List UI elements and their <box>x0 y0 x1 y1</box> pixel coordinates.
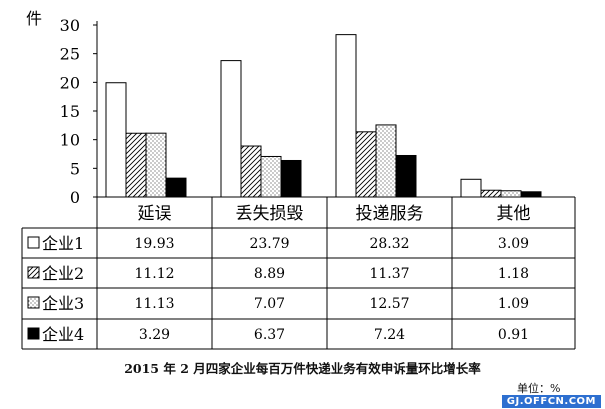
data-label: 28.32 <box>369 236 409 252</box>
y-axis-label: 件 <box>26 9 42 28</box>
bar-企业1-丢失损毁 <box>220 60 242 198</box>
category-label: 延误 <box>138 204 172 224</box>
bar-企业3-投递服务 <box>375 124 397 198</box>
legend-key-企业1 <box>27 236 40 249</box>
y-tick-label: 0 <box>70 188 80 207</box>
legend-key-企业3 <box>27 296 40 309</box>
bar-企业3-其他 <box>500 190 522 198</box>
category-label: 其他 <box>497 204 531 224</box>
data-label: 8.89 <box>254 266 285 282</box>
legend-label: 企业1 <box>42 234 84 253</box>
data-label: 19.93 <box>134 236 174 252</box>
data-label: 23.79 <box>249 236 289 252</box>
data-label: 7.24 <box>374 327 405 343</box>
bar-企业4-丢失损毁 <box>280 159 302 198</box>
legend-label: 企业2 <box>42 264 84 283</box>
y-tick-label: 10 <box>60 131 80 150</box>
bar-企业3-丢失损毁 <box>260 155 282 198</box>
bar-企业2-丢失损毁 <box>240 145 262 198</box>
bar-企业3-延误 <box>145 132 167 198</box>
y-tick-label: 5 <box>70 159 80 178</box>
y-tick-label: 20 <box>60 73 80 92</box>
data-label: 11.12 <box>134 266 174 282</box>
data-label: 11.37 <box>369 266 409 282</box>
data-label: 3.29 <box>139 327 170 343</box>
data-label: 12.57 <box>369 296 409 312</box>
axes: 0 5 10 15 20 25 30 件 <box>26 9 98 207</box>
bar-企业1-其他 <box>460 178 482 198</box>
unit-note: 单位：% <box>517 382 561 395</box>
legend-key-企业2 <box>27 266 40 279</box>
y-tick-label: 15 <box>60 102 80 121</box>
bars <box>105 34 542 198</box>
chart-title: 2015 年 2 月四家企业每百万件快递业务有效申诉量环比增长率 <box>124 361 481 376</box>
bar-企业4-投递服务 <box>395 154 417 198</box>
legend-label: 企业3 <box>42 294 84 313</box>
data-label: 0.91 <box>498 327 529 343</box>
bar-企业2-延误 <box>125 132 147 198</box>
legend-key-企业4 <box>27 327 40 340</box>
category-label: 丢失损毁 <box>236 204 304 224</box>
data-label: 1.18 <box>498 266 529 282</box>
bar-企业1-投递服务 <box>335 34 357 198</box>
data-label: 7.07 <box>254 296 285 312</box>
data-label: 1.09 <box>498 296 529 312</box>
bar-企业4-延误 <box>165 177 187 198</box>
bar-企业2-投递服务 <box>355 131 377 198</box>
y-tick-label: 25 <box>60 45 80 64</box>
bar-企业4-其他 <box>520 191 542 198</box>
data-label: 11.13 <box>134 296 174 312</box>
data-label: 6.37 <box>254 327 285 343</box>
category-label: 投递服务 <box>356 204 424 224</box>
legend-label: 企业4 <box>42 325 84 344</box>
bar-企业2-其他 <box>480 189 502 198</box>
bar-企业1-延误 <box>105 82 127 198</box>
y-tick-label: 30 <box>60 16 80 35</box>
data-label: 3.09 <box>498 236 529 252</box>
watermark: GJ.OFFCN.COM <box>501 395 601 408</box>
